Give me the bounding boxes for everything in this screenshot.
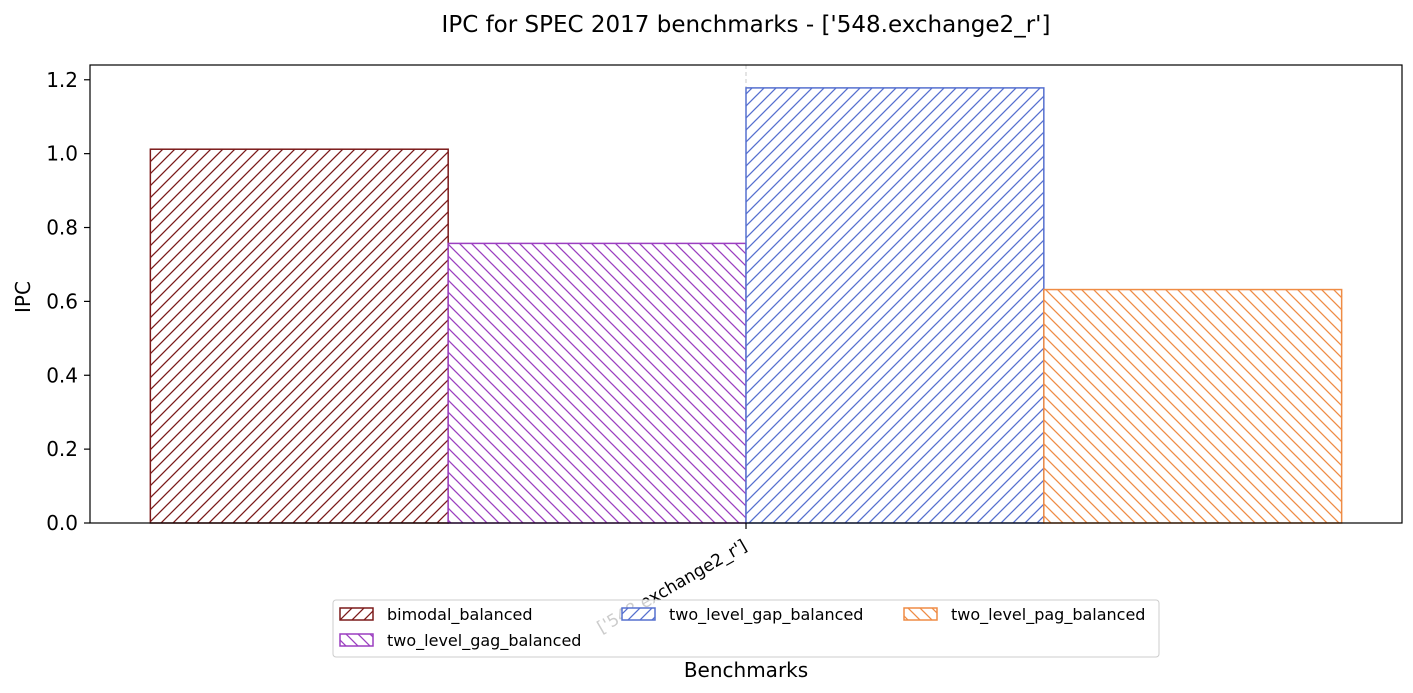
legend-swatch (903, 607, 938, 621)
legend-entry-bimodal_balanced: bimodal_balanced (339, 605, 533, 625)
bar-two_level_gag_balanced (447, 242, 747, 524)
y-tick-label: 1.0 (46, 142, 78, 166)
y-tick-label: 0.6 (46, 289, 78, 313)
legend-label: two_level_gap_balanced (669, 605, 863, 625)
y-tick-label: 0.2 (46, 437, 78, 461)
chart-title: IPC for SPEC 2017 benchmarks - ['548.exc… (442, 12, 1051, 38)
legend-entry-two_level_gap_balanced: two_level_gap_balanced (621, 605, 863, 625)
legend-label: two_level_pag_balanced (951, 605, 1145, 625)
legend: bimodal_balanced two_level_gag_balanced tw… (332, 599, 1160, 658)
y-tick-label: 0.8 (46, 216, 78, 240)
legend-frame (332, 599, 1160, 658)
legend-entry-two_level_pag_balanced: two_level_pag_balanced (903, 605, 1145, 625)
y-tick-label: 0.0 (46, 511, 78, 535)
legend-entry-two_level_gag_balanced: two_level_gag_balanced (339, 631, 581, 651)
legend-swatch (339, 633, 374, 647)
bar-two_level_gap_balanced (745, 87, 1045, 524)
bar-bimodal_balanced (149, 148, 449, 524)
legend-label: bimodal_balanced (387, 605, 533, 625)
bars-layer (149, 87, 1343, 524)
legend-swatch (621, 607, 656, 621)
y-tick-label: 0.4 (46, 363, 78, 387)
bar-two_level_pag_balanced (1043, 288, 1343, 524)
legend-swatch (339, 607, 374, 621)
x-axis-label: Benchmarks (684, 658, 808, 682)
y-axis-label: IPC (11, 281, 35, 313)
legend-label: two_level_gag_balanced (387, 631, 581, 651)
y-axis: 0.0 0.2 0.4 0.6 0.8 1.0 1.2 (46, 68, 90, 535)
y-tick-label: 1.2 (46, 68, 78, 92)
